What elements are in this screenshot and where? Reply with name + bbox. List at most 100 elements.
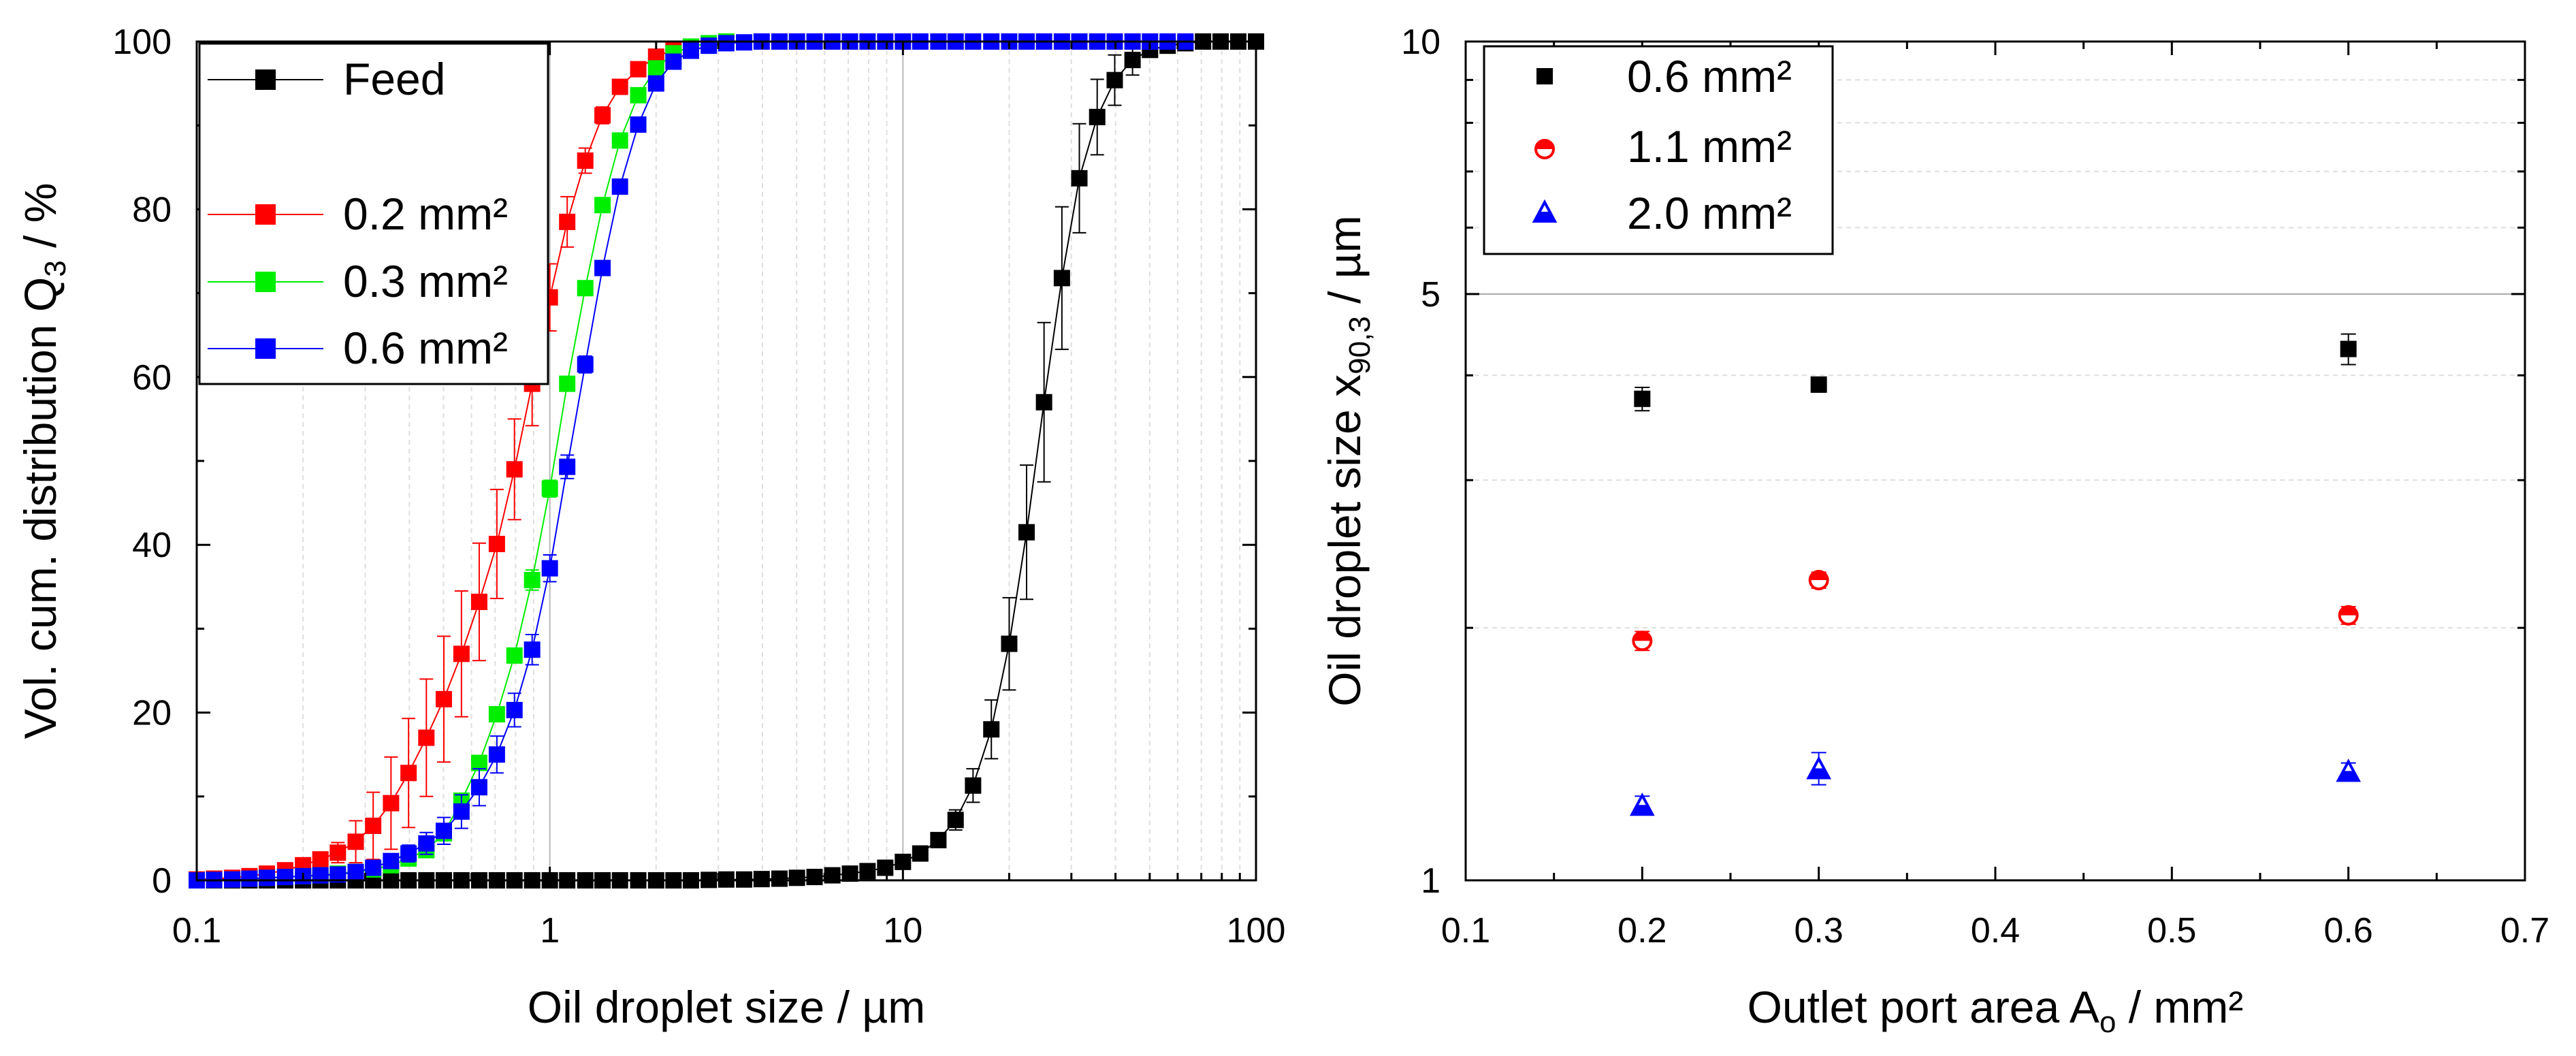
data-point [2338,605,2359,626]
data-point [453,803,470,820]
x-tick-label: 100 [1227,911,1286,950]
data-point [435,822,452,839]
data-point [1634,390,1651,407]
legend-label-0-6mm2: 0.6 mm² [343,323,508,373]
data-point [630,61,647,78]
data-point [418,729,435,746]
legend-item-feed: Feed [208,54,445,104]
data-point [806,869,823,886]
right-x-label-main: Outlet port area A [1748,982,2099,1032]
left-x-axis-label: Oil droplet size / µm [528,982,926,1032]
data-point [841,865,858,882]
data-point [2340,340,2357,357]
marker-fill [1809,571,1828,581]
data-point [418,835,435,852]
data-point [1089,108,1106,125]
y-tick-label: 20 [132,694,172,733]
data-point [983,721,1000,738]
series-1.1 mm² [1632,570,2359,652]
x-tick-label: 0.5 [2147,911,2196,950]
data-point [611,132,628,149]
data-point [470,593,487,610]
data-point [453,645,470,662]
legend-label-0-6mm2-right: 0.6 mm² [1627,51,1792,101]
data-point [400,765,417,782]
data-point [365,817,382,834]
legend-label-0-2mm2: 0.2 mm² [343,189,508,239]
right-y-axis-label: Oil droplet size x90,3 / µm [1319,215,1376,707]
data-point [877,859,894,876]
left-legend: Feed 0.2 mm² 0.3 mm² 0.6 mm² [198,42,549,385]
x-tick-label: 0.6 [2324,911,2373,950]
data-point [1124,52,1141,69]
data-point [965,777,982,794]
y-tick-label: 10 [1401,22,1440,62]
legend-item-0-6mm2-right: 0.6 mm² [1536,51,1792,101]
data-point [912,845,929,862]
legend-label-0-3mm2: 0.3 mm² [343,256,508,306]
marker-fill [2339,606,2357,615]
right-x-label-suffix: / mm² [2116,982,2243,1032]
data-point [611,178,628,195]
data-point [506,461,523,478]
left-ticks [195,40,1256,882]
left-y-label-main: Vol. cum. distribution Q [15,277,65,739]
legend-label-1-1mm2: 1.1 mm² [1627,121,1792,172]
right-ticks [1464,40,2526,882]
data-point [365,859,382,876]
data-point [1053,270,1070,287]
data-point [312,851,329,868]
data-point [647,60,664,77]
cumulative-distribution-chart: 0.1 1 10 100 0 20 40 60 80 100 Oil droplet size … [15,22,1285,1032]
data-point [594,197,611,214]
x-tick-label: 0.1 [172,911,221,950]
marker-fill [2338,771,2359,781]
y-tick-label: 0 [152,861,172,901]
marker-fill [1808,768,1829,778]
marker-fill [1633,632,1652,641]
x-tick-label: 1 [540,911,560,950]
data-point [1806,756,1832,780]
left-y-axis-label: Vol. cum. distribution Q3 / % [15,183,72,739]
data-point [2336,758,2362,782]
y-tick-label: 80 [132,190,172,229]
data-point [524,641,541,658]
data-point [276,869,293,886]
data-point [506,701,523,718]
right-grid [1466,79,2525,629]
left-x-tick-labels: 0.1 1 10 100 [172,911,1286,950]
data-point [541,560,558,577]
data-point [1808,570,1829,591]
data-point [594,107,611,124]
data-point [1018,524,1035,541]
x-tick-label: 0.7 [2500,911,2549,950]
data-point [682,42,699,59]
data-point [1035,394,1052,411]
x-tick-label: 0.3 [1794,911,1844,950]
y-tick-label: 40 [132,526,172,565]
y-tick-label: 1 [1421,861,1440,901]
data-point [488,535,505,552]
data-point [630,116,647,133]
legend-item-0-2mm2: 0.2 mm² [208,189,508,239]
data-point [383,795,400,812]
legend-label-feed: Feed [343,54,445,104]
left-y-label-subscript: 3 [39,260,72,276]
legend-marker-square [1536,68,1553,84]
data-point [577,152,594,169]
y-tick-label: 60 [132,358,172,398]
right-y-label-main: Oil droplet size x [1319,374,1370,707]
data-point [930,831,947,848]
data-point [488,706,505,723]
data-point [611,78,628,95]
data-point [1810,376,1827,393]
series-2.0 mm² [1629,752,2362,816]
data-point [559,458,576,475]
data-point [259,869,276,886]
series-line [196,49,674,880]
data-point [859,863,876,880]
marker-fill [1632,805,1653,815]
data-point [241,870,258,887]
